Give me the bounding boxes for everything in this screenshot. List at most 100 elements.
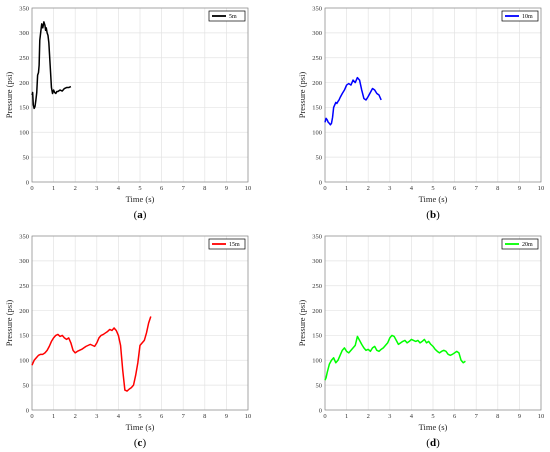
panel-c-xtick-label: 10 — [245, 413, 252, 420]
panel-a-xtick-label: 9 — [225, 185, 228, 192]
panel-c-xtick-label: 9 — [225, 413, 228, 420]
panel-d-ytick-label: 100 — [312, 358, 322, 365]
panel-b-ytick-label: 250 — [312, 55, 322, 62]
panel-a-ytick-label: 50 — [23, 154, 30, 161]
panel-d-xtick-label: 8 — [496, 413, 499, 420]
panel-a-caption: (a) — [134, 209, 147, 221]
panel-d-xtick-label: 1 — [345, 413, 348, 420]
panel-d-ytick-label: 200 — [312, 308, 322, 315]
panel-a-xtick-label: 4 — [117, 185, 121, 192]
panel-d-xtick-label: 4 — [410, 413, 414, 420]
panel-d-series — [324, 334, 466, 381]
panel-a-ytick-label: 350 — [19, 5, 29, 12]
panel-b-xtick-label: 3 — [388, 185, 391, 192]
panel-c-xtick-label: 0 — [30, 413, 33, 420]
panel-a-ytick-label: 0 — [26, 179, 29, 186]
panel-c-ytick-label: 250 — [19, 283, 29, 290]
panel-a-xtick-label: 7 — [182, 185, 186, 192]
panel-c-ytick-label: 0 — [26, 407, 29, 414]
panel-d-legend-box — [501, 238, 539, 250]
panel-c-frame — [31, 235, 249, 411]
panel-b-caption: (b) — [426, 209, 440, 221]
panel-b-xtick-label: 6 — [453, 185, 457, 192]
panel-d-frame — [324, 235, 542, 411]
panel-b-xtick-label: 2 — [367, 185, 370, 192]
panel-d-xtick-label: 3 — [388, 413, 391, 420]
panel-a-xtick-label: 10 — [245, 185, 252, 192]
panel-b-xtick-label: 4 — [410, 185, 414, 192]
panel-a-legend-label: 5m — [229, 14, 237, 20]
panel-a-ytick-label: 250 — [19, 55, 29, 62]
panel-d-ytick-label: 150 — [312, 333, 322, 340]
panel-b-xtick-label: 7 — [475, 185, 479, 192]
panel-c-xlabel: Time (s) — [126, 422, 155, 432]
panel-c-xtick-label: 3 — [95, 413, 98, 420]
panel-c-ytick-label: 350 — [19, 233, 29, 240]
panel-c-xtick-label: 7 — [182, 413, 186, 420]
panel-b-xtick-label: 5 — [431, 185, 434, 192]
panel-b-series-line — [324, 76, 382, 126]
panel-b-ytick-label: 0 — [319, 179, 322, 186]
panel-a-series-line — [31, 21, 72, 110]
panel-a-ytick-label: 150 — [19, 105, 29, 112]
panel-b-legend-box — [501, 10, 539, 22]
panel-a-ytick-label: 100 — [19, 130, 29, 137]
panel-a-xtick-label: 5 — [138, 185, 141, 192]
panel-a-ytick-label: 200 — [19, 80, 29, 87]
panel-c-ytick-label: 50 — [23, 382, 30, 389]
panel-c-ytick-label: 150 — [19, 333, 29, 340]
panel-a-ytick-label: 300 — [19, 30, 29, 37]
panel-a-xtick-label: 2 — [74, 185, 77, 192]
panel-b-xtick-label: 1 — [345, 185, 348, 192]
panel-b-series — [324, 76, 382, 126]
panel-d-ytick-label: 300 — [312, 258, 322, 265]
panel-b-legend: 10m — [501, 10, 539, 22]
panel-c-xtick-label: 4 — [117, 413, 121, 420]
panel-c-ylabel: Pressure (psi) — [4, 300, 14, 347]
panel-b-xtick-label: 8 — [496, 185, 499, 192]
panel-b-frame — [324, 7, 542, 183]
panel-a-legend: 5m — [208, 10, 246, 22]
panel-b-ytick-label: 50 — [316, 154, 323, 161]
panel-c-ytick-label: 200 — [19, 308, 29, 315]
panel-c-xtick-label: 2 — [74, 413, 77, 420]
panel-b-ytick-label: 100 — [312, 130, 322, 137]
panel-b-ytick-label: 300 — [312, 30, 322, 37]
panel-c-legend-box — [208, 238, 246, 250]
panel-d-xtick-label: 0 — [323, 413, 326, 420]
panel-d-xlabel: Time (s) — [419, 422, 448, 432]
panel-c-ytick-label: 300 — [19, 258, 29, 265]
panel-b-ytick-label: 150 — [312, 105, 322, 112]
panel-c-xtick-label: 6 — [160, 413, 164, 420]
panel-c-legend: 15m — [208, 238, 246, 250]
panel-d-xtick-label: 2 — [367, 413, 370, 420]
panel-b-ytick-label: 350 — [312, 5, 322, 12]
panel-d-ytick-label: 50 — [316, 382, 323, 389]
panel-a-legend-box — [208, 10, 246, 22]
panel-b-xtick-label: 9 — [518, 185, 521, 192]
panel-a-xtick-label: 8 — [203, 185, 206, 192]
panel-a-xtick-label: 1 — [52, 185, 55, 192]
panel-a-series — [31, 21, 72, 110]
panel-a-xtick-label: 3 — [95, 185, 98, 192]
panel-b-ylabel: Pressure (psi) — [297, 72, 307, 119]
panel-c-ytick-label: 100 — [19, 358, 29, 365]
panel-d-series-line — [324, 334, 466, 381]
panel-c-xtick-label: 8 — [203, 413, 206, 420]
panel-d-xtick-label: 5 — [431, 413, 434, 420]
panel-c-xtick-label: 1 — [52, 413, 55, 420]
panel-d-xtick-label: 9 — [518, 413, 521, 420]
panel-d-ytick-label: 250 — [312, 283, 322, 290]
panel-c-xtick-label: 5 — [138, 413, 141, 420]
panel-d-xtick-label: 7 — [475, 413, 479, 420]
panel-d-legend-label: 20m — [522, 242, 533, 248]
panel-d-xtick-label: 6 — [453, 413, 457, 420]
panel-a-xtick-label: 6 — [160, 185, 164, 192]
